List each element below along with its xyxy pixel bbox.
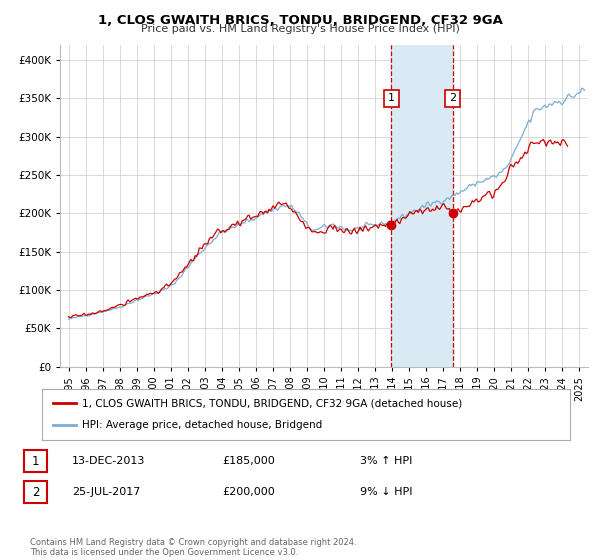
Text: 13-DEC-2013: 13-DEC-2013	[72, 456, 145, 466]
FancyBboxPatch shape	[24, 481, 47, 503]
FancyBboxPatch shape	[24, 450, 47, 472]
Text: Contains HM Land Registry data © Crown copyright and database right 2024.
This d: Contains HM Land Registry data © Crown c…	[30, 538, 356, 557]
Text: Price paid vs. HM Land Registry's House Price Index (HPI): Price paid vs. HM Land Registry's House …	[140, 24, 460, 34]
Text: 2: 2	[449, 94, 457, 104]
Text: £185,000: £185,000	[222, 456, 275, 466]
Text: 25-JUL-2017: 25-JUL-2017	[72, 487, 140, 497]
Text: 2: 2	[32, 486, 39, 499]
Bar	[391, 45, 453, 367]
Text: 1: 1	[32, 455, 39, 468]
Text: £200,000: £200,000	[222, 487, 275, 497]
Text: 1, CLOS GWAITH BRICS, TONDU, BRIDGEND, CF32 9GA (detached house): 1, CLOS GWAITH BRICS, TONDU, BRIDGEND, C…	[82, 398, 462, 408]
Text: 1: 1	[388, 94, 395, 104]
Text: 3% ↑ HPI: 3% ↑ HPI	[360, 456, 412, 466]
Text: 1, CLOS GWAITH BRICS, TONDU, BRIDGEND, CF32 9GA: 1, CLOS GWAITH BRICS, TONDU, BRIDGEND, C…	[98, 14, 502, 27]
Text: 9% ↓ HPI: 9% ↓ HPI	[360, 487, 413, 497]
Text: HPI: Average price, detached house, Bridgend: HPI: Average price, detached house, Brid…	[82, 421, 322, 431]
